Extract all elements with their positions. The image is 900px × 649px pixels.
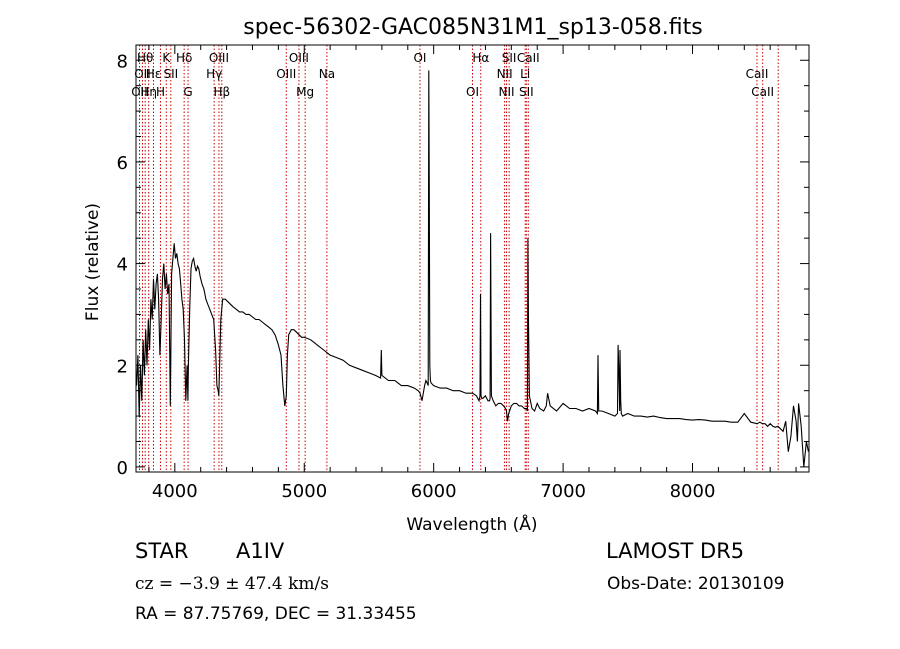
redshift-velocity: cz = −3.9 ± 47.4 km/s — [135, 574, 329, 594]
x-tick-label: 8000 — [670, 481, 716, 502]
spectral-line-labels: OIIOIIHθHηHεHKSIIHδGHγOIIIHβOIIIOIIIMgNa… — [131, 51, 774, 99]
line-label: CaII — [751, 85, 774, 99]
x-tick-label: 6000 — [411, 481, 457, 502]
line-label: CaII — [517, 51, 540, 65]
line-label: OII — [131, 85, 148, 99]
line-label: SII — [519, 85, 534, 99]
x-tick-label: 5000 — [281, 481, 327, 502]
line-label: OI — [413, 51, 426, 65]
line-label: Li — [520, 67, 530, 81]
line-label: NII — [499, 85, 515, 99]
observation-date: Obs-Date: 20130109 — [607, 574, 785, 594]
line-label: Mg — [296, 85, 314, 99]
line-label: Na — [319, 67, 335, 81]
y-axis-ticks: 0 2 4 6 8 — [117, 51, 809, 479]
line-label: Hδ — [176, 51, 192, 65]
line-label: SII — [163, 67, 178, 81]
object-subclass: A1IV — [236, 539, 285, 563]
x-tick-label: 7000 — [540, 481, 586, 502]
line-label: Hα — [472, 51, 489, 65]
line-label: Hθ — [137, 51, 153, 65]
object-class: STAR — [135, 539, 189, 563]
survey-name: LAMOST DR5 — [606, 539, 745, 563]
chart-title: spec-56302-GAC085N31M1_sp13-058.fits — [243, 15, 703, 40]
line-label: OII — [134, 67, 151, 81]
line-label: Hγ — [206, 67, 222, 81]
line-label: K — [162, 51, 171, 65]
line-label: CaII — [746, 67, 769, 81]
line-label: Hη — [140, 85, 157, 99]
y-axis-label: Flux (relative) — [83, 203, 103, 321]
coordinates: RA = 87.75769, DEC = 31.33455 — [135, 604, 417, 624]
x-axis-ticks: 4000 5000 6000 7000 8000 — [148, 45, 797, 502]
line-label: NII — [497, 67, 513, 81]
line-label: OIII — [276, 67, 296, 81]
y-tick-label: 4 — [117, 255, 128, 276]
line-label: Hε — [146, 67, 162, 81]
plot-frame — [135, 44, 810, 473]
line-label: Hβ — [213, 85, 230, 99]
line-label: OIII — [209, 51, 229, 65]
y-tick-label: 8 — [117, 51, 128, 72]
y-tick-label: 2 — [117, 356, 128, 377]
spectral-line-markers — [138, 45, 779, 472]
y-tick-label: 0 — [117, 458, 128, 479]
line-label: OIII — [289, 51, 309, 65]
line-label: G — [183, 85, 192, 99]
x-tick-label: 4000 — [152, 481, 198, 502]
line-label: SII — [502, 51, 517, 65]
line-label: H — [156, 85, 165, 99]
spectrum-line — [136, 70, 809, 467]
line-label: OI — [466, 85, 479, 99]
y-tick-label: 6 — [117, 153, 128, 174]
x-axis-label: Wavelength (Å) — [406, 513, 537, 535]
